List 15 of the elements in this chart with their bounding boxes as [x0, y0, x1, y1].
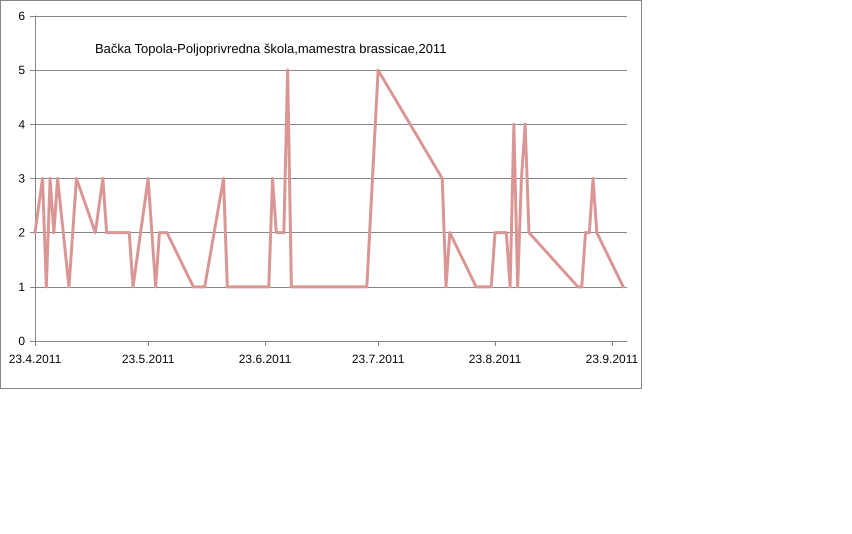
y-tick-label: 2	[18, 226, 26, 240]
line-series	[34, 68, 625, 288]
x-tick-label: 23.5.2011	[122, 352, 175, 366]
x-tick-label: 23.8.2011	[468, 352, 522, 366]
y-tick-label: 3	[18, 172, 26, 186]
x-tick-label: 23.6.2011	[238, 352, 292, 366]
y-tick-label: 1	[18, 280, 26, 294]
y-tick-label: 6	[18, 9, 26, 23]
text: Bačka Topola-Poljoprivredna škola,mamestra brassicae,2011	[95, 41, 446, 56]
x-tick-label: 23.7.2011	[352, 352, 405, 366]
y-tick-label: 0	[18, 334, 26, 348]
y-tick-label: 5	[18, 63, 26, 78]
x-tick-label: 23.4.2011	[8, 352, 62, 366]
y-tick-label: 4	[18, 117, 26, 132]
x-tick-label: 23.9.2011	[586, 352, 638, 366]
